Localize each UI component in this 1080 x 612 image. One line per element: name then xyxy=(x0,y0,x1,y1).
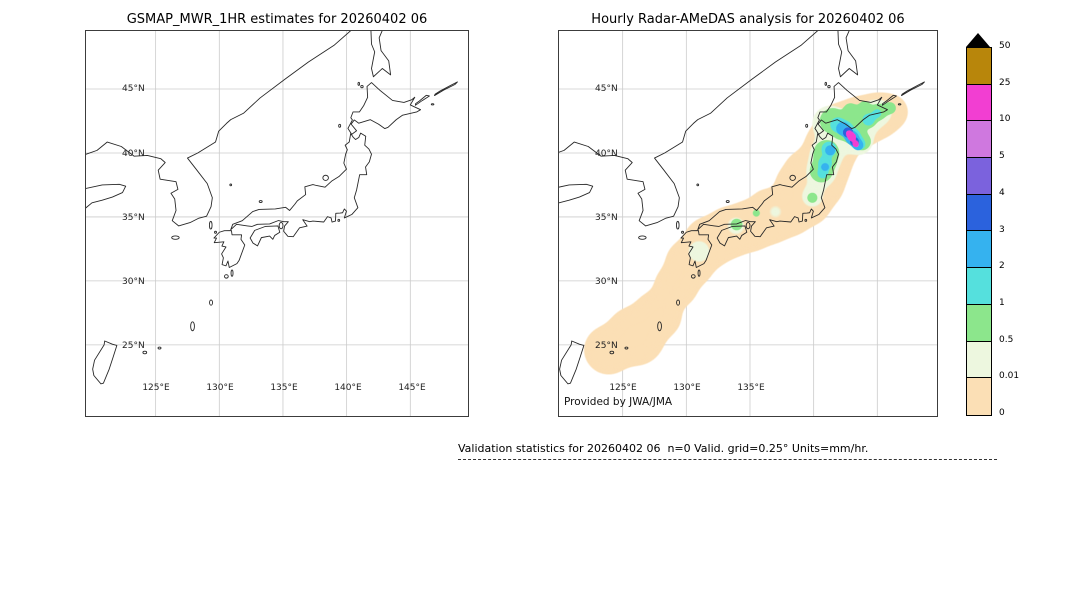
gsmap-map-panel: 45°N 40°N 35°N 30°N 25°N 125°E 130°E 135°E 140°E… xyxy=(85,30,469,417)
colorbar-tick-label: 0.01 xyxy=(999,371,1020,382)
validation-statistics-text: Validation statistics for 20260402 06 n=… xyxy=(458,442,869,455)
colorbar-tick-label: 1 xyxy=(999,297,1005,308)
colorbar-tick-label: 0.5 xyxy=(999,334,1014,345)
colorbar-tick-label: 50 xyxy=(999,41,1011,51)
colorbar-tick-label: 10 xyxy=(999,114,1011,125)
colorbar-segment xyxy=(967,268,991,305)
radar-map-canvas xyxy=(559,31,937,416)
colorbar-tick-label: 5 xyxy=(999,151,1005,162)
precip-colorbar: 50 25 10 5 4 3 2 1 0.5 0.01 0 xyxy=(966,33,1036,418)
lat-tick-label: 30°N xyxy=(595,277,618,288)
lon-tick-label: 125°E xyxy=(609,383,637,393)
lon-tick-label: 130°E xyxy=(673,383,701,393)
lon-tick-label: 135°E xyxy=(737,383,765,393)
lon-tick-label: 125°E xyxy=(142,383,170,393)
lat-tick-label: 35°N xyxy=(595,212,618,223)
lon-tick-label: 140°E xyxy=(334,383,362,393)
colorbar-tick-label: 2 xyxy=(999,261,1005,272)
dashed-separator xyxy=(458,459,997,460)
colorbar-segment xyxy=(967,304,991,342)
overflow-triangle-icon xyxy=(966,33,990,47)
lat-tick-label: 40°N xyxy=(595,148,618,159)
colorbar-tick-label: 25 xyxy=(999,77,1011,88)
colorbar-segment xyxy=(967,378,991,415)
radar-map-panel: Provided by JWA/JMA 45°N 40°N 35°N 30°N 25°N… xyxy=(558,30,938,417)
colorbar-labels: 50 25 10 5 4 3 2 1 0.5 0.01 0 xyxy=(999,33,1033,418)
colorbar-body xyxy=(966,47,992,416)
colorbar-segment xyxy=(967,341,991,379)
gsmap-panel-title: GSMAP_MWR_1HR estimates for 20260402 06 xyxy=(126,12,428,27)
provider-credit: Provided by JWA/JMA xyxy=(564,396,673,408)
lat-tick-label: 45°N xyxy=(122,84,145,95)
lat-tick-label: 35°N xyxy=(122,212,145,223)
lat-tick-label: 40°N xyxy=(122,148,145,159)
colorbar-segment xyxy=(967,84,991,122)
lon-tick-label: 135°E xyxy=(270,383,298,393)
colorbar-segment xyxy=(967,121,991,159)
colorbar-tick-label: 3 xyxy=(999,224,1005,235)
radar-panel-title: Hourly Radar-AMeDAS analysis for 2026040… xyxy=(591,12,905,27)
colorbar-tick-label: 4 xyxy=(999,187,1005,198)
lat-tick-label: 25°N xyxy=(122,341,145,352)
lon-tick-label: 145°E xyxy=(398,383,426,393)
lon-tick-label: 130°E xyxy=(206,383,234,393)
lat-tick-label: 25°N xyxy=(595,341,618,352)
colorbar-segment xyxy=(967,194,991,232)
lat-tick-label: 30°N xyxy=(122,277,145,288)
colorbar-segment xyxy=(967,48,991,85)
lat-tick-label: 45°N xyxy=(595,84,618,95)
gsmap-map-canvas xyxy=(86,31,468,416)
colorbar-tick-label: 0 xyxy=(999,408,1005,418)
colorbar-segment xyxy=(967,231,991,269)
colorbar-segment xyxy=(967,158,991,195)
